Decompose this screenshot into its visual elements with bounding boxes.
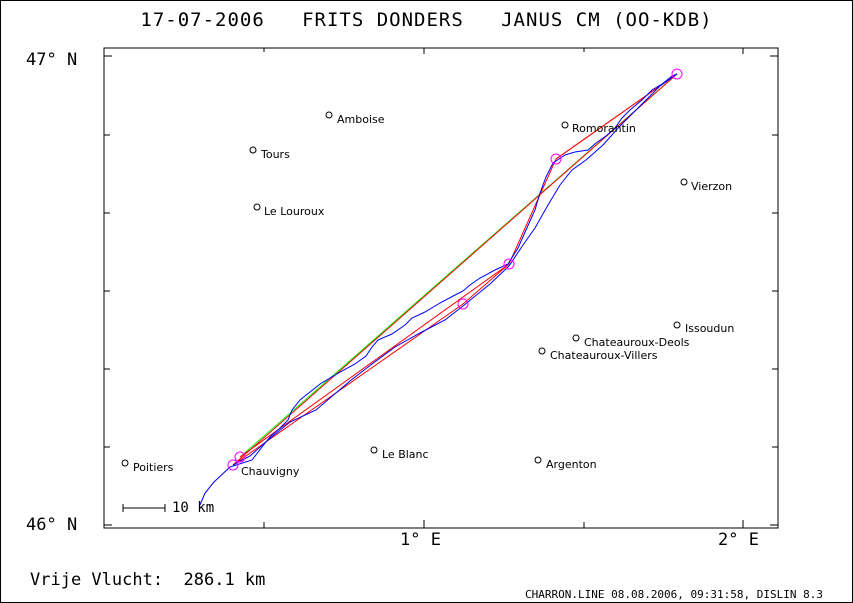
town-label-le-blanc: Le Blanc — [382, 448, 429, 461]
plot-area — [103, 47, 779, 529]
footer-info: CHARRON.LINE 08.08.2006, 09:31:58, DISLI… — [524, 588, 823, 601]
latitude-label-bottom: 46° N — [26, 515, 78, 535]
longitude-label-1: 1° E — [400, 530, 441, 550]
turnpoint-4 — [550, 153, 562, 165]
scale-bar-label: 10 km — [172, 500, 215, 516]
town-label-chauvigny: Chauvigny — [241, 465, 300, 478]
task-legs — [232, 73, 678, 466]
town-markers — [121, 111, 688, 467]
axis-ticks — [104, 48, 778, 528]
map-title: 17-07-2006 FRITS DONDERS JANUS CM (OO-KD… — [140, 9, 713, 31]
town-label-chateauroux-deols: Chateauroux-Deols — [584, 336, 690, 349]
turnpoint-start — [227, 459, 239, 471]
turnpoint-2 — [457, 298, 469, 310]
town-label-vierzon: Vierzon — [691, 180, 733, 193]
gps-track-return — [232, 73, 678, 466]
longitude-label-2: 2° E — [718, 530, 759, 550]
town-label-tours: Tours — [261, 148, 290, 161]
scale-bar — [122, 504, 166, 512]
turnpoint-finish — [671, 68, 683, 80]
turnpoints — [227, 68, 683, 471]
latitude-label-top: 47° N — [26, 50, 78, 70]
town-label-issoudun: Issoudun — [685, 322, 735, 335]
town-label-le-louroux: Le Louroux — [264, 205, 325, 218]
turnpoint-1 — [234, 451, 246, 463]
town-label-poitiers: Poitiers — [133, 461, 174, 474]
town-label-chateauroux-villers: Chateauroux-Villers — [550, 349, 658, 362]
town-label-argenton: Argenton — [546, 458, 597, 471]
free-flight-distance: Vrije Vlucht: 286.1 km — [30, 570, 266, 590]
town-label-amboise: Amboise — [337, 113, 385, 126]
turnpoint-3 — [503, 258, 515, 270]
gps-track — [199, 73, 678, 506]
town-label-romorantin: Romorantin — [572, 122, 636, 135]
